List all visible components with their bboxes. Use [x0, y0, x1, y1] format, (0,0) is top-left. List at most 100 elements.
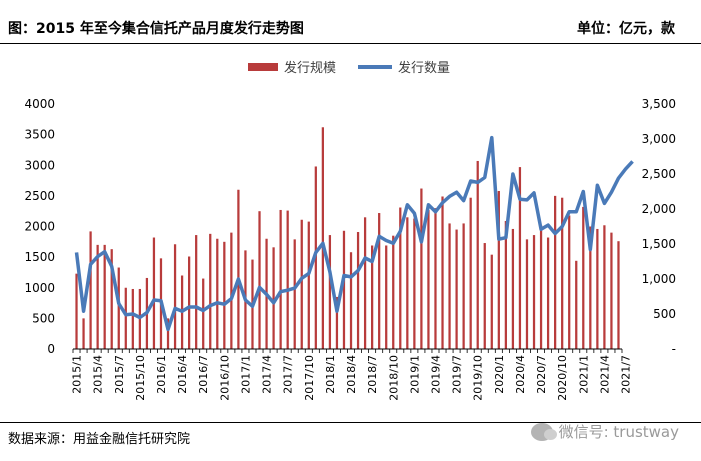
bar [546, 237, 550, 349]
left-tick-label: 1500 [24, 250, 55, 264]
x-tick-label: 2018/7 [366, 355, 379, 394]
bar [195, 235, 198, 349]
bar [392, 235, 395, 349]
bar [223, 241, 226, 349]
bar [230, 232, 233, 349]
bar [497, 190, 500, 349]
bar [378, 213, 381, 349]
left-tick-label: 2500 [24, 189, 55, 203]
bar [575, 260, 578, 349]
bar [554, 195, 557, 349]
legend-bar-label: 发行规模 [284, 60, 336, 76]
bar [371, 245, 374, 349]
bar [202, 278, 205, 349]
legend: 发行规模 发行数量 [248, 60, 450, 76]
x-tick-label: 2015/4 [92, 355, 105, 394]
bar [589, 226, 592, 349]
bar [124, 287, 127, 349]
x-tick-label: 2021/7 [620, 355, 633, 394]
bar [483, 243, 486, 349]
bar [237, 189, 240, 349]
x-tick-label: 2020/4 [514, 355, 527, 394]
bar [420, 188, 423, 349]
bar [209, 233, 212, 349]
bar [300, 219, 303, 349]
bar [117, 267, 120, 349]
bar [188, 256, 191, 349]
bar [427, 209, 430, 349]
right-tick-label: - [672, 342, 676, 356]
x-tick-label: 2018/10 [387, 355, 400, 401]
x-tick-label: 2020/1 [493, 355, 506, 394]
left-tick-label: 4000 [24, 97, 55, 111]
x-tick-label: 2021/1 [577, 355, 590, 394]
right-axis-ticks: - 500 1,000 1,500 2,000 2,500 3,000 3,500 [642, 97, 676, 356]
bar [321, 127, 324, 350]
legend-line-label: 发行数量 [398, 60, 450, 76]
bar [610, 232, 613, 349]
top-rule [0, 43, 701, 44]
x-tick-label: 2015/1 [71, 355, 84, 394]
bar [152, 237, 156, 349]
right-tick-label: 1,000 [642, 272, 676, 286]
bar [406, 217, 409, 349]
bar [413, 218, 416, 349]
right-tick-label: 2,000 [642, 202, 676, 216]
left-tick-label: 2000 [24, 220, 55, 234]
bar [89, 231, 92, 349]
bar [363, 217, 367, 349]
line-series [74, 135, 634, 332]
bar [258, 211, 261, 349]
bar [173, 244, 177, 349]
bar [617, 241, 620, 349]
x-tick-label: 2021/4 [598, 355, 611, 394]
bar [448, 223, 451, 349]
bar [490, 254, 493, 349]
bottom-rule [0, 422, 701, 423]
bar [272, 247, 275, 349]
x-tick-label: 2019/7 [451, 355, 464, 394]
bar [293, 239, 296, 349]
right-tick-label: 500 [653, 307, 676, 321]
bar [476, 160, 479, 349]
left-tick-label: 1000 [24, 281, 55, 295]
bar [596, 228, 599, 349]
x-tick-label: 2016/1 [155, 355, 168, 394]
x-tick-label: 2017/7 [282, 355, 295, 394]
x-tick-label: 2018/4 [345, 355, 358, 394]
bar [75, 273, 78, 349]
right-tick-label: 2,500 [642, 167, 676, 181]
chart-area: 发行规模 发行数量 0 500 1000 1500 2000 2500 3000 3500 40… [24, 60, 676, 401]
x-tick-label: 2018/1 [324, 355, 337, 394]
bar [307, 221, 310, 349]
left-tick-label: 0 [47, 342, 55, 356]
bar [342, 230, 346, 349]
bar [561, 197, 564, 349]
bar [455, 229, 458, 349]
left-tick-label: 3500 [24, 128, 55, 142]
x-tick-label: 2017/4 [261, 355, 274, 394]
left-axis-ticks: 0 500 1000 1500 2000 2500 3000 3500 4000 [24, 97, 55, 356]
bar [532, 235, 536, 349]
bar [518, 167, 522, 349]
bar [110, 249, 113, 349]
bar [462, 223, 465, 349]
x-tick-label: 2019/1 [408, 355, 421, 394]
legend-bar-swatch [248, 63, 278, 71]
bar [349, 252, 353, 349]
right-tick-label: 3,000 [642, 132, 676, 146]
bar [335, 296, 339, 349]
x-axis-ticks: 2015/1 2015/4 2015/7 2015/10 2016/1 2016/4 201… [71, 349, 633, 401]
bar [103, 244, 106, 349]
bar [286, 210, 289, 349]
watermark-text: 微信号: trustway [558, 423, 679, 441]
chart-title: 图：2015 年至今集合信托产品月度发行走势图 [8, 21, 304, 37]
x-tick-label: 2015/7 [113, 355, 126, 394]
bar [166, 318, 170, 349]
bar [216, 238, 219, 349]
bar [469, 197, 472, 349]
right-tick-label: 3,500 [642, 97, 676, 111]
x-tick-label: 2016/10 [218, 355, 231, 401]
left-tick-label: 500 [32, 311, 55, 325]
unit-label: 单位：亿元，款 [577, 21, 675, 37]
